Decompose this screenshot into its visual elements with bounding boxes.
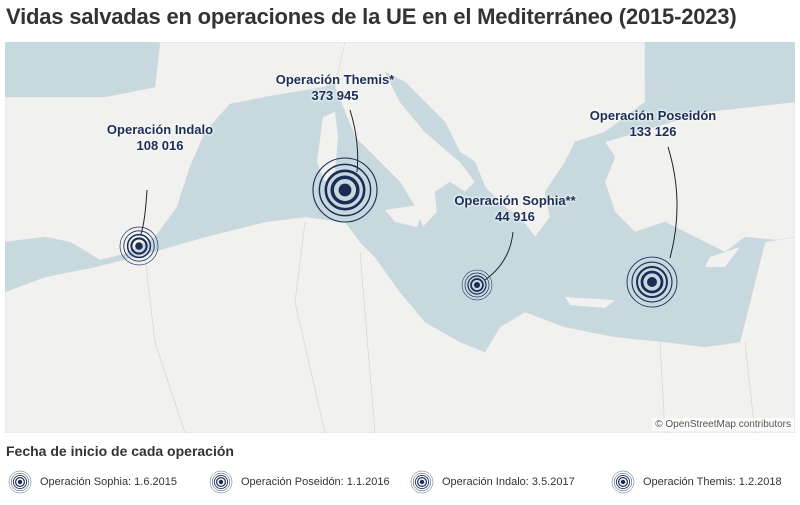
marker-poseidon[interactable] — [626, 256, 678, 308]
target-icon — [410, 470, 434, 494]
marker-ring — [130, 237, 148, 255]
marker-ring — [209, 470, 233, 494]
marker-dot — [17, 479, 23, 485]
marker-name: Operación Sophia** — [454, 193, 576, 208]
legend-title: Fecha de inicio de cada operación — [6, 443, 234, 459]
marker-label-poseidon[interactable]: Operación Poseidón 133 126 — [578, 108, 728, 140]
marker-label-indalo[interactable]: Operación Indalo 108 016 — [98, 122, 222, 154]
marker-ring — [10, 472, 30, 492]
marker-ring — [470, 278, 484, 292]
legend-label: Operación Indalo: 3.5.2017 — [442, 476, 575, 488]
marker-ring — [330, 175, 360, 205]
marker-value: 44 916 — [495, 209, 535, 224]
marker-dot — [218, 479, 224, 485]
land-iberia-france — [5, 42, 351, 261]
marker-value: 133 126 — [629, 124, 677, 139]
marker-ring — [12, 474, 28, 490]
marker-indalo[interactable] — [119, 226, 159, 266]
marker-name: Operación Themis* — [275, 72, 395, 87]
marker-ring — [412, 472, 432, 492]
marker-dot — [620, 479, 626, 485]
legend-label: Operación Poseidón: 1.1.2016 — [241, 476, 390, 488]
marker-themis[interactable] — [312, 157, 378, 223]
legend-marker[interactable] — [611, 470, 635, 494]
borders — [144, 221, 756, 433]
target-icon — [8, 470, 32, 494]
marker-ring — [615, 474, 631, 490]
land-sicily — [385, 204, 425, 227]
legend-item: Operación Themis: 1.2.2018 — [611, 470, 782, 494]
marker-ring — [626, 256, 678, 308]
target-icon — [611, 470, 635, 494]
marker-ring — [631, 261, 673, 303]
legend-marker[interactable] — [8, 470, 32, 494]
marker-ring — [14, 476, 26, 488]
marker-ring — [215, 476, 227, 488]
marker-label-themis[interactable]: Operación Themis* 373 945 — [260, 72, 410, 104]
land-crete — [565, 297, 615, 308]
legend-marker[interactable] — [410, 470, 434, 494]
marker-dot — [647, 277, 657, 287]
marker-label-sophia[interactable]: Operación Sophia** 44 916 — [440, 193, 590, 225]
marker-ring — [611, 470, 635, 494]
marker-ring — [414, 474, 430, 490]
marker-ring — [416, 476, 428, 488]
marker-name: Operación Poseidón — [589, 108, 717, 123]
marker-ring — [324, 169, 366, 211]
legend-item: Operación Sophia: 1.6.2015 — [8, 470, 177, 494]
marker-ring — [467, 275, 487, 295]
markers-layer — [119, 109, 678, 308]
land-africa — [5, 216, 795, 433]
marker-ring — [213, 474, 229, 490]
marker-ring — [119, 226, 159, 266]
marker-ring — [613, 472, 633, 492]
marker-dot — [135, 242, 143, 250]
marker-dot — [474, 282, 480, 288]
marker-dot — [338, 183, 352, 197]
marker-value: 373 945 — [311, 88, 359, 103]
marker-ring — [123, 230, 155, 262]
leader-line — [667, 146, 678, 259]
marker-ring — [636, 266, 668, 298]
marker-ring — [126, 233, 152, 259]
legend-item: Operación Indalo: 3.5.2017 — [410, 470, 575, 494]
legend-item: Operación Poseidón: 1.1.2016 — [209, 470, 390, 494]
marker-name: Operación Indalo — [106, 122, 214, 137]
marker-ring — [464, 272, 490, 298]
land-italy-balkans — [334, 42, 646, 238]
land-sardinia — [317, 112, 338, 182]
marker-ring — [617, 476, 629, 488]
legend-marker[interactable] — [209, 470, 233, 494]
target-icon — [209, 470, 233, 494]
legend-label: Operación Themis: 1.2.2018 — [643, 476, 782, 488]
map-attribution[interactable]: © OpenStreetMap contributors — [652, 418, 794, 431]
marker-ring — [8, 470, 32, 494]
leader-line — [484, 231, 514, 281]
marker-ring — [640, 270, 664, 294]
marker-ring — [410, 470, 434, 494]
land-turkey — [604, 101, 795, 253]
marker-ring — [461, 269, 493, 301]
legend-label: Operación Sophia: 1.6.2015 — [40, 476, 177, 488]
marker-dot — [419, 479, 425, 485]
marker-value: 108 016 — [136, 138, 184, 153]
leader-line — [140, 189, 148, 235]
black-sea — [645, 42, 795, 107]
marker-ring — [318, 163, 372, 217]
marker-sophia[interactable] — [461, 269, 493, 301]
map-title: Vidas salvadas en operaciones de la UE e… — [6, 4, 737, 29]
map[interactable] — [5, 42, 795, 433]
marker-ring — [211, 472, 231, 492]
land-cyprus — [705, 247, 740, 267]
marker-ring — [312, 157, 378, 223]
